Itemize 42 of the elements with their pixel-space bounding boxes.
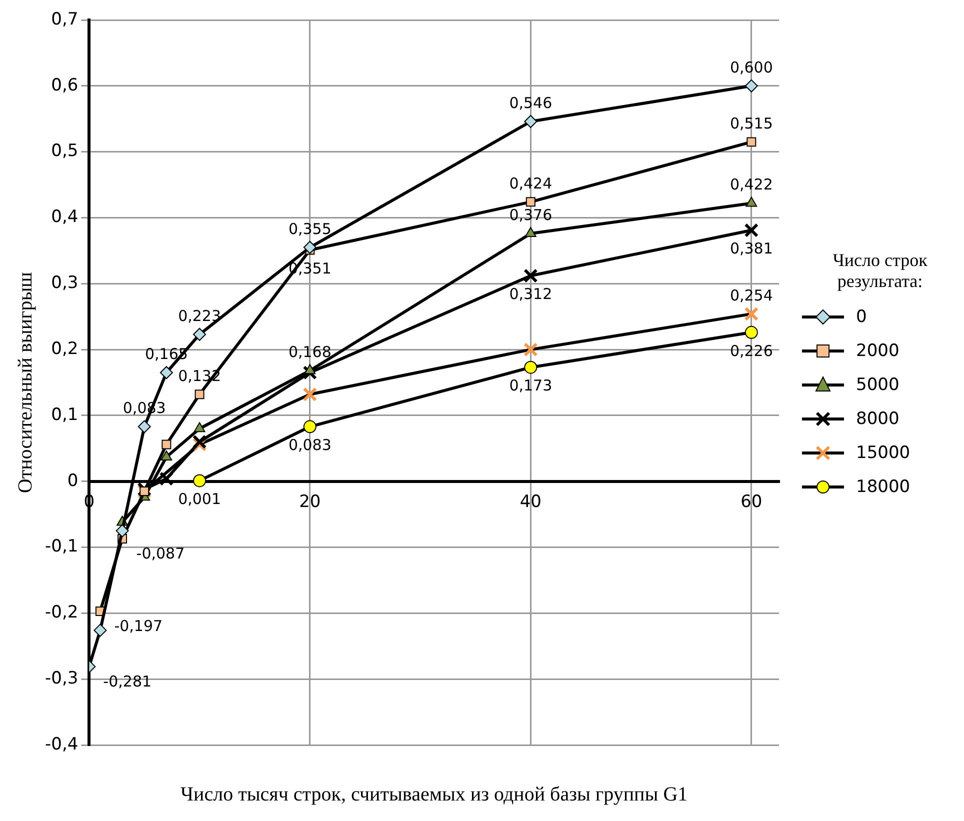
data-label: 0,254 (730, 286, 773, 304)
data-label: 0,422 (730, 176, 773, 194)
legend-label: 8000 (856, 409, 900, 429)
x-tick-label: 60 (740, 492, 762, 512)
legend-title: Число строк результата: (832, 250, 928, 292)
data-label: -0,197 (114, 617, 163, 636)
legend-label: 15000 (856, 443, 910, 463)
y-tick-label: 0,6 (51, 75, 78, 96)
data-label: 0,312 (509, 285, 552, 304)
y-tick-label: -0,4 (45, 734, 78, 754)
data-label: 0,600 (730, 58, 773, 76)
data-label: 0,355 (288, 220, 332, 238)
data-label: 0,515 (730, 114, 773, 132)
data-label: 0,168 (288, 343, 332, 362)
y-tick-label: 0 (67, 470, 78, 491)
y-tick-label: 0,7 (51, 9, 78, 30)
x-axis-title: Число тысяч строк, считываемых из одной базы группы G1 (180, 783, 688, 806)
data-label: 0,173 (509, 376, 552, 395)
legend-label: 5000 (856, 375, 900, 395)
legend-label: 18000 (856, 477, 910, 497)
x-tick-label: 20 (299, 492, 321, 512)
data-label: 0,546 (509, 94, 552, 112)
y-tick-label: 0,3 (51, 273, 78, 294)
x-tick-label: 40 (520, 492, 542, 512)
y-tick-label: 0,4 (51, 207, 78, 228)
legend-label: 2000 (856, 341, 900, 361)
data-label: -0,087 (136, 544, 185, 563)
y-tick-label: 0,5 (51, 141, 78, 162)
y-tick-label: -0,1 (45, 536, 78, 557)
y-tick-label: -0,2 (45, 602, 78, 623)
data-label: 0,001 (178, 490, 222, 508)
data-label: 0,376 (509, 206, 552, 224)
data-label: 0,424 (509, 174, 552, 192)
data-label: 0,226 (730, 342, 773, 360)
y-tick-label: -0,3 (45, 668, 78, 689)
y-tick-label: 0,2 (51, 338, 78, 359)
legend-label: 0 (856, 307, 867, 327)
data-label: 0,381 (730, 240, 773, 258)
data-label: -0,281 (103, 672, 152, 690)
y-tick-label: 0,1 (51, 404, 78, 425)
data-label: 0,083 (288, 436, 332, 454)
y-axis-title: Относительный выигрыш (14, 271, 36, 494)
